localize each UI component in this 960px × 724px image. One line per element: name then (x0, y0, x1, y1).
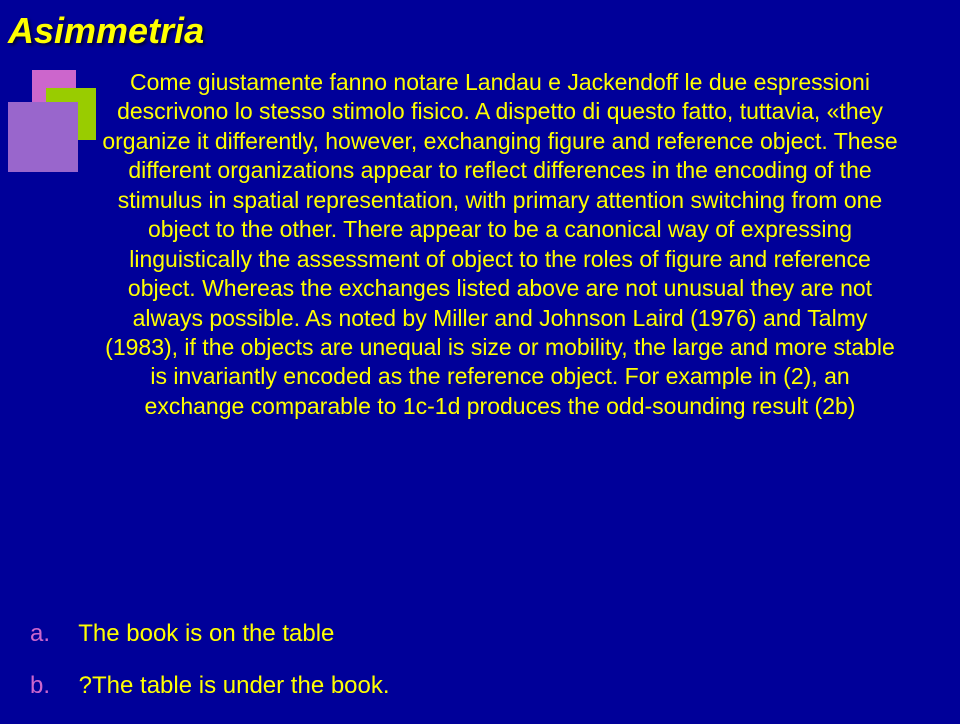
slide-title: Asimmetria (8, 10, 204, 52)
example-b-text: ?The table is under the book. (79, 672, 390, 699)
body-paragraph: Come giustamente fanno notare Landau e J… (100, 68, 900, 421)
example-a-text: The book is on the table (78, 620, 334, 647)
example-a: a. The book is on the table (30, 620, 390, 648)
examples-block: a. The book is on the table b. ?The tabl… (30, 620, 390, 724)
example-b: b. ?The table is under the book. (30, 672, 390, 700)
example-a-label: a. (30, 620, 72, 648)
deco-square-purple (8, 102, 78, 172)
example-b-label: b. (30, 672, 72, 700)
